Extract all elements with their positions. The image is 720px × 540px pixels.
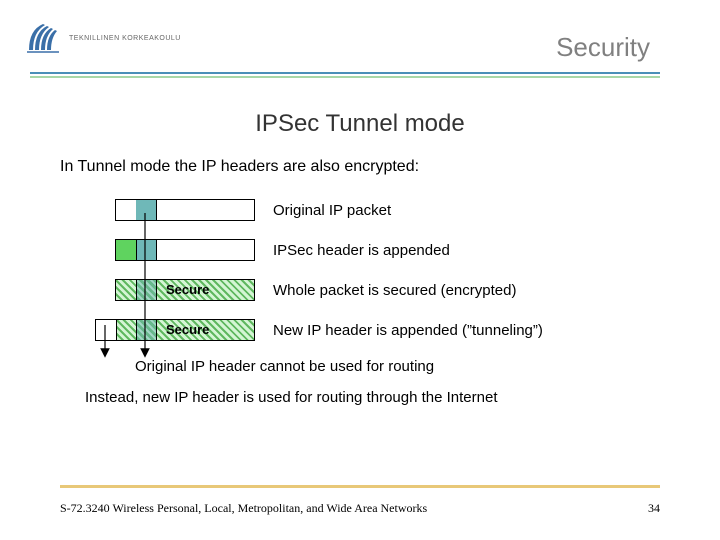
packet-segments: Secure [115, 279, 255, 301]
diagram-rows: Original IP packet IPSec header is appen… [115, 198, 660, 342]
slide-content: In Tunnel mode the IP headers are also e… [0, 138, 720, 406]
header-title: Security [556, 32, 650, 63]
note-original-header: Original IP header cannot be used for ro… [135, 358, 660, 375]
logo-mark-icon [25, 20, 61, 56]
packet-row-secured: Secure Whole packet is secured (encrypte… [115, 278, 660, 302]
intro-text: In Tunnel mode the IP headers are also e… [60, 158, 660, 176]
seg-payload-secured [156, 280, 254, 300]
packet-segments [115, 239, 255, 261]
seg-payload [156, 200, 254, 220]
slide-title: IPSec Tunnel mode [0, 110, 720, 138]
packet-row-ipsec-appended: IPSec header is appended [115, 238, 660, 262]
seg-ipsec-header-secured [116, 320, 136, 340]
logo-text: TEKNILLINEN KORKEAKOULU [69, 35, 181, 42]
seg-ipsec-header [116, 240, 136, 260]
seg-ip-header [136, 200, 156, 220]
footer-left: S-72.3240 Wireless Personal, Local, Metr… [60, 501, 427, 516]
row-label: Whole packet is secured (encrypted) [273, 282, 516, 299]
seg-payload-secured [156, 320, 254, 340]
seg-ipsec-header-secured [116, 280, 136, 300]
packet-segments: Secure [95, 319, 255, 341]
packet-row-tunneled: Secure New IP header is appended (”tunne… [115, 318, 660, 342]
seg-payload [156, 240, 254, 260]
note-new-header: Instead, new IP header is used for routi… [85, 389, 660, 406]
seg-new-ip-header [96, 320, 116, 340]
packet-row-original: Original IP packet [115, 198, 660, 222]
page-number: 34 [648, 501, 660, 516]
slide-footer: S-72.3240 Wireless Personal, Local, Metr… [60, 501, 660, 516]
row-label: Original IP packet [273, 202, 391, 219]
header-rule-1 [30, 72, 660, 74]
seg-ip-header [136, 240, 156, 260]
packet-segments [115, 199, 255, 221]
footer-rule [60, 485, 660, 488]
row-label: IPSec header is appended [273, 242, 450, 259]
header-rule-2 [30, 76, 660, 78]
seg-ip-header-secured [136, 280, 156, 300]
seg-ip-header-secured [136, 320, 156, 340]
row-label: New IP header is appended (”tunneling”) [273, 322, 543, 339]
slide-header: TEKNILLINEN KORKEAKOULU Security [0, 0, 720, 80]
university-logo: TEKNILLINEN KORKEAKOULU [25, 20, 181, 56]
